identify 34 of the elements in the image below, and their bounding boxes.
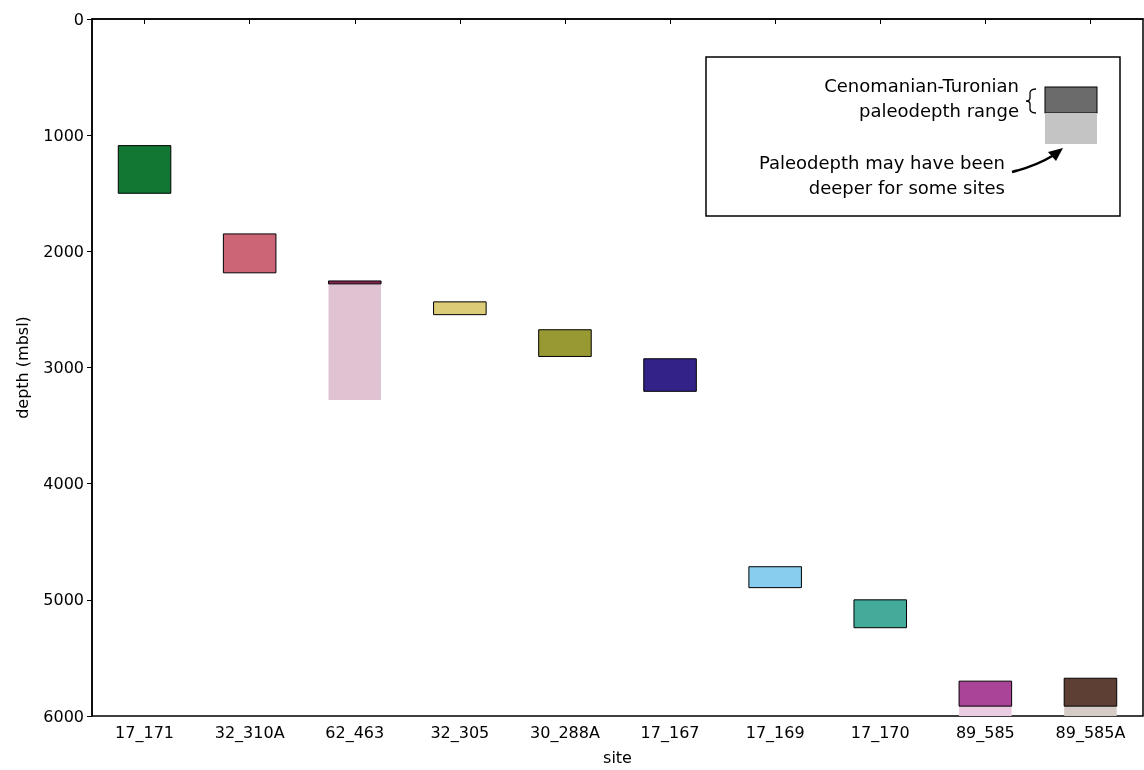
bar [117,145,172,194]
y-tick-label: 3000 [43,358,84,377]
annotation: Paleodepth may have been deeper for some sites [758,152,1005,198]
y-tick-label: 6000 [43,706,84,726]
bar [538,329,592,357]
bar [328,283,382,401]
y-tick-label: 5000 [43,590,84,610]
x-tick-label: 89_585 [955,722,1015,743]
y-tick-label: 1000 [43,125,84,145]
annotation: Cenomanian-Turonian paleodepth range [824,75,1019,121]
y-tick-label: 4000 [43,474,84,494]
x-axis-title: site [603,747,632,767]
bar [958,680,1013,707]
bar [643,358,697,392]
bar [959,706,1012,716]
x-tick-label: 17_171 [115,722,174,743]
bar [1064,706,1117,716]
y-tick-label: 2000 [43,241,84,261]
x-tick-label: 17_169 [745,722,805,743]
bar [1063,677,1118,707]
x-tick-label: 62_463 [325,722,385,743]
y-axis-title: depth (mbsl) [12,316,32,419]
x-tick-label: 32_305 [430,722,490,743]
x-tick-label: 30_288A [530,722,600,743]
x-tick-label: 17_167 [640,722,700,743]
y-tick-label: 0 [73,9,84,29]
x-tick-label: 32_310A [214,722,285,743]
bar [853,599,908,629]
x-tick-label: 17_170 [850,722,910,743]
bar [748,566,802,589]
bar [433,301,487,316]
bar [327,280,382,285]
x-tick-label: 89_585A [1055,722,1126,743]
bar [222,233,277,274]
